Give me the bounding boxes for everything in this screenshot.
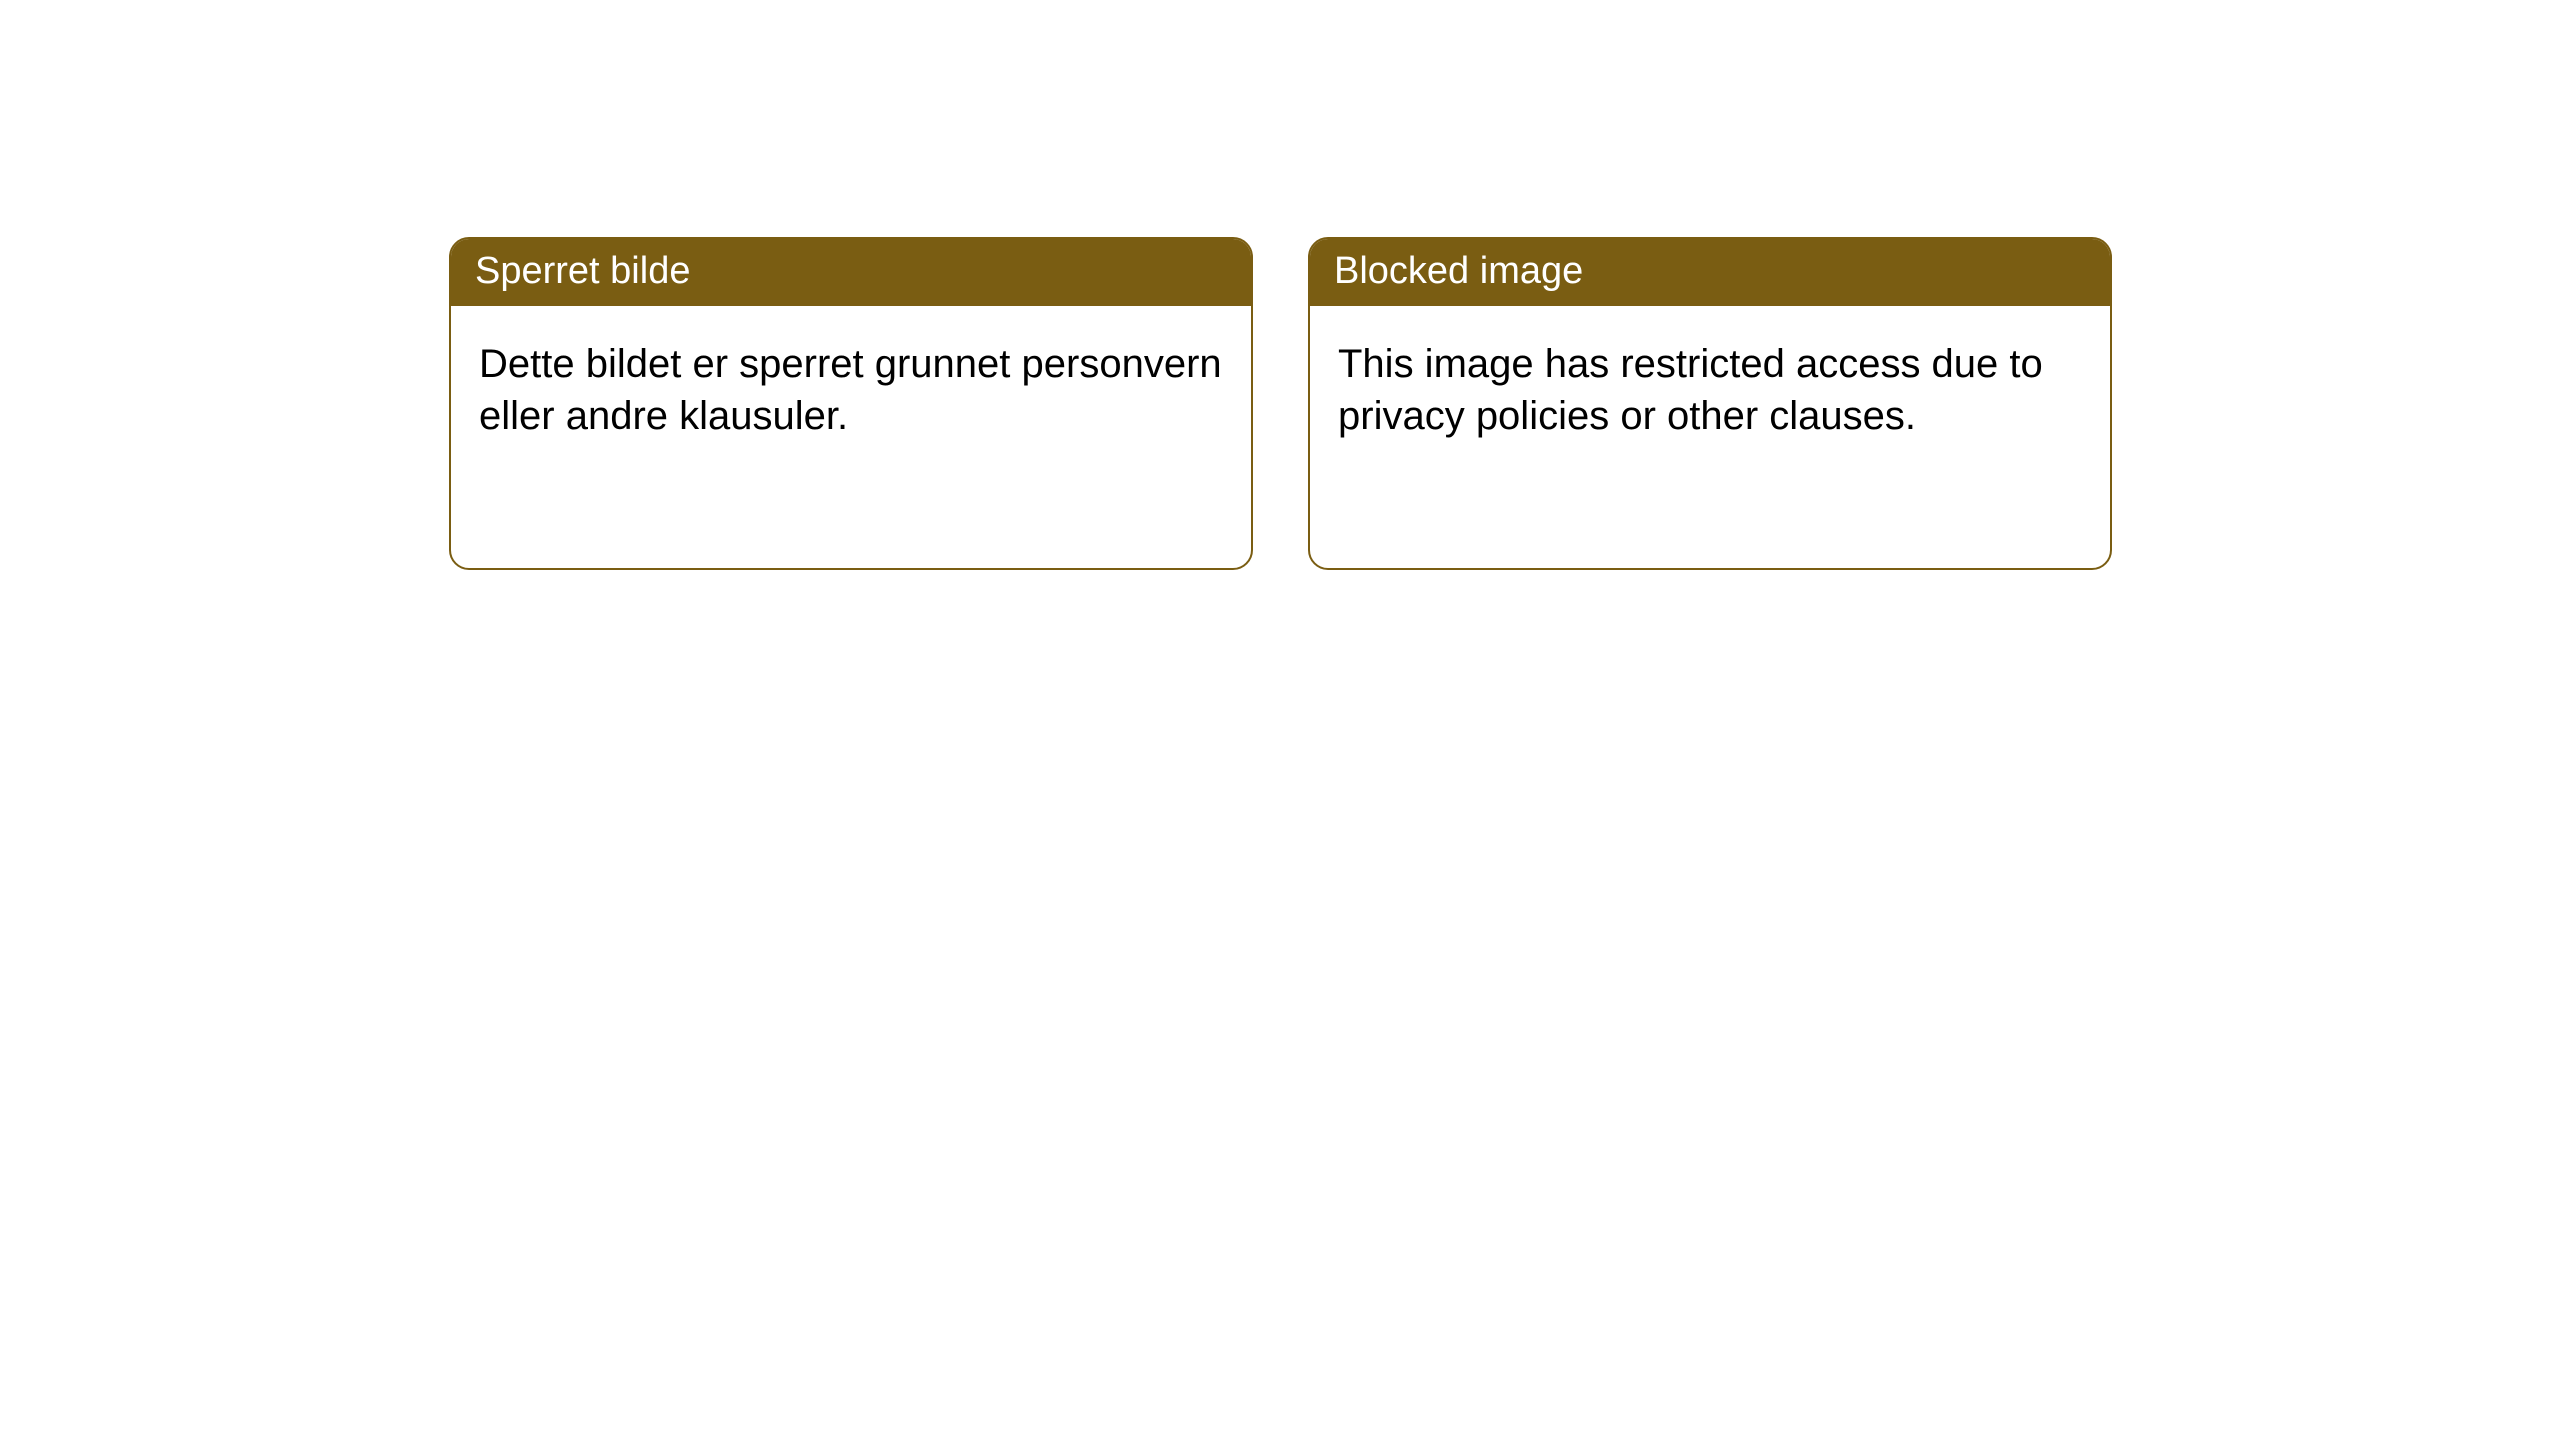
- notice-header: Blocked image: [1310, 239, 2110, 306]
- notice-card-norwegian: Sperret bilde Dette bildet er sperret gr…: [449, 237, 1253, 570]
- notice-header: Sperret bilde: [451, 239, 1251, 306]
- notice-body: This image has restricted access due to …: [1310, 306, 2110, 474]
- notice-container: Sperret bilde Dette bildet er sperret gr…: [0, 0, 2560, 570]
- notice-body: Dette bildet er sperret grunnet personve…: [451, 306, 1251, 474]
- notice-card-english: Blocked image This image has restricted …: [1308, 237, 2112, 570]
